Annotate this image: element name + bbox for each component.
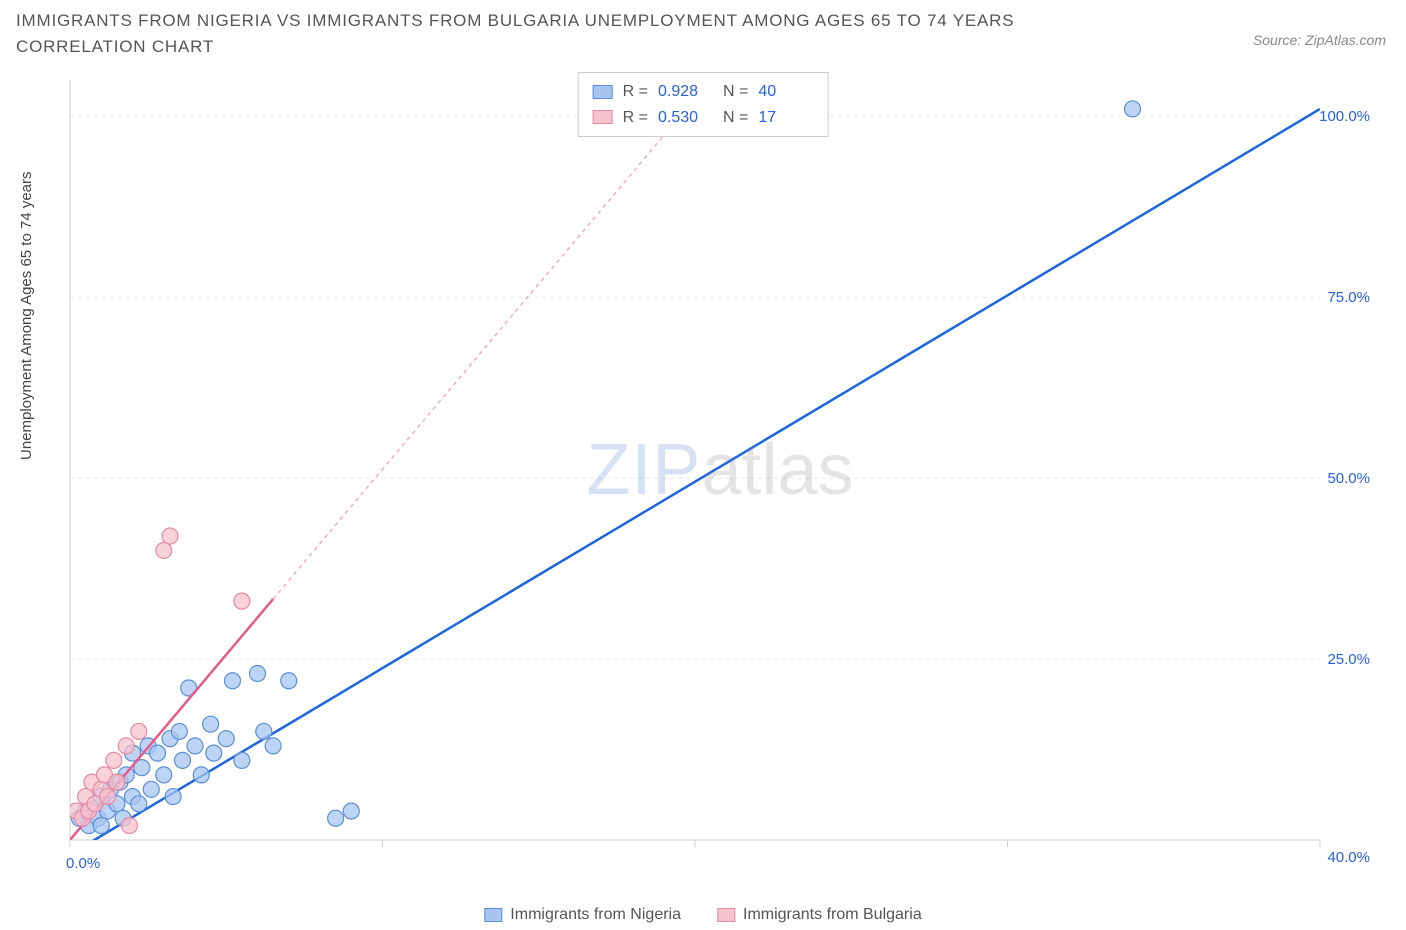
n-value-bulgaria: 17 — [758, 105, 813, 131]
n-label: N = — [723, 105, 748, 131]
legend-row-nigeria: R = 0.928 N = 40 — [593, 79, 814, 105]
svg-text:40.0%: 40.0% — [1327, 849, 1370, 866]
legend-swatch-nigeria — [593, 85, 613, 99]
n-label: N = — [723, 79, 748, 105]
svg-text:100.0%: 100.0% — [1319, 108, 1370, 125]
legend-swatch-nigeria — [484, 908, 502, 922]
r-value-bulgaria: 0.530 — [658, 105, 713, 131]
legend-item-nigeria: Immigrants from Nigeria — [484, 906, 681, 924]
svg-text:75.0%: 75.0% — [1327, 289, 1370, 306]
r-label: R = — [623, 105, 648, 131]
legend-item-bulgaria: Immigrants from Bulgaria — [717, 906, 922, 924]
legend-label-bulgaria: Immigrants from Bulgaria — [743, 906, 922, 924]
scatter-chart: 25.0% 50.0% 75.0% 100.0% 0.0% 40.0% — [60, 70, 1380, 870]
r-value-nigeria: 0.928 — [658, 79, 713, 105]
n-value-nigeria: 40 — [758, 79, 813, 105]
legend-swatch-bulgaria — [717, 908, 735, 922]
legend-swatch-bulgaria — [593, 110, 613, 124]
y-axis-label: Unemployment Among Ages 65 to 74 years — [18, 171, 35, 460]
svg-text:25.0%: 25.0% — [1327, 651, 1370, 668]
legend-label-nigeria: Immigrants from Nigeria — [510, 906, 681, 924]
legend-row-bulgaria: R = 0.530 N = 17 — [593, 105, 814, 131]
page-title: IMMIGRANTS FROM NIGERIA VS IMMIGRANTS FR… — [16, 8, 1116, 59]
correlation-legend: R = 0.928 N = 40 R = 0.530 N = 17 — [578, 72, 829, 137]
r-label: R = — [623, 79, 648, 105]
source-attribution: Source: ZipAtlas.com — [1253, 32, 1386, 48]
svg-text:0.0%: 0.0% — [66, 855, 100, 870]
chart-area: 25.0%50.0%75.0%100.0%0.0%40.0% ZIPatlas — [60, 70, 1380, 870]
svg-text:50.0%: 50.0% — [1327, 470, 1370, 487]
series-legend: Immigrants from Nigeria Immigrants from … — [484, 906, 921, 924]
